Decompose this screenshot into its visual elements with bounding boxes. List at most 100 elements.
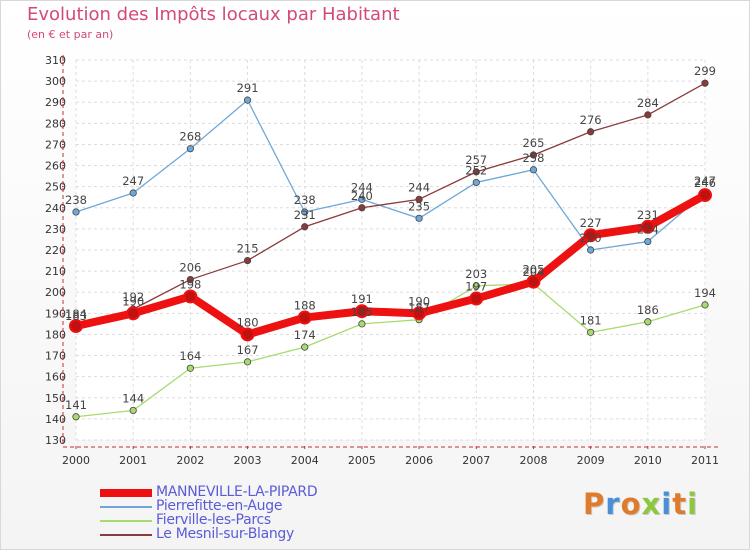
chart-title: Evolution des Impôts locaux par Habitant <box>27 4 400 25</box>
y-tick-label: 250 <box>45 181 66 194</box>
x-tick-label: 2005 <box>348 454 376 467</box>
data-point <box>301 223 309 231</box>
data-label: 247 <box>694 174 716 188</box>
data-label: 198 <box>179 277 201 291</box>
data-label: 194 <box>694 286 716 300</box>
data-label: 190 <box>122 294 144 308</box>
y-tick-label: 130 <box>45 434 66 447</box>
y-tick-label: 240 <box>45 202 66 215</box>
data-point <box>415 195 423 203</box>
data-label: 227 <box>580 216 602 230</box>
data-point <box>587 246 595 254</box>
data-point <box>240 327 255 342</box>
x-tick-label: 2008 <box>519 454 547 467</box>
data-label: 141 <box>65 398 87 412</box>
data-point <box>358 320 366 328</box>
data-label: 184 <box>65 307 87 321</box>
y-tick-label: 310 <box>45 54 66 67</box>
data-label: 164 <box>179 349 201 363</box>
data-label: 220 <box>580 231 602 245</box>
chart-subtitle: (en € et par an) <box>27 28 114 41</box>
data-label: 276 <box>580 113 602 127</box>
y-tick-label: 170 <box>45 350 66 363</box>
data-point <box>186 275 194 284</box>
legend-label: Pierrefitte-en-Auge <box>156 498 283 514</box>
data-label: 257 <box>465 153 487 167</box>
data-point <box>529 151 538 159</box>
legend-label: MANNEVILLE-LA-PIPARD <box>156 484 318 500</box>
x-tick-label: 2002 <box>176 454 204 467</box>
data-label: 238 <box>294 193 316 207</box>
data-label: 247 <box>122 174 144 188</box>
x-tick-label: 2004 <box>291 454 319 467</box>
data-label: 191 <box>351 292 373 306</box>
data-point <box>415 214 423 222</box>
y-tick-label: 200 <box>45 286 66 299</box>
data-label: 231 <box>294 208 316 222</box>
logo-letter: r <box>605 487 621 521</box>
series-line-fierville-les-parcs <box>75 283 706 418</box>
y-tick-label: 180 <box>45 328 66 341</box>
data-label: 205 <box>522 263 544 277</box>
x-tick-label: 2009 <box>577 454 605 467</box>
logo-letter: x <box>641 487 662 521</box>
legend-swatch <box>100 489 152 497</box>
data-label: 180 <box>237 315 259 329</box>
data-point <box>72 413 80 421</box>
data-point <box>644 111 652 119</box>
data-point <box>640 219 655 234</box>
data-label: 238 <box>65 193 87 207</box>
data-point <box>701 79 709 87</box>
data-label: 252 <box>465 163 487 177</box>
data-label: 235 <box>408 199 430 213</box>
data-point <box>358 195 366 203</box>
y-tick-label: 210 <box>45 265 66 278</box>
data-label: 299 <box>694 64 716 78</box>
data-point <box>529 166 538 174</box>
data-point <box>72 208 80 216</box>
data-label: 185 <box>351 305 373 319</box>
logo-letter: o <box>620 487 642 521</box>
data-label: 246 <box>694 176 716 190</box>
logo-letter: i <box>687 487 699 521</box>
legend-label: Le Mesnil-sur-Blangy <box>156 526 295 542</box>
data-point <box>301 208 309 216</box>
data-label: 244 <box>408 180 430 194</box>
y-tick-label: 140 <box>45 413 66 426</box>
data-point <box>644 318 652 326</box>
data-label: 197 <box>465 280 487 294</box>
data-point <box>583 228 598 243</box>
x-tick-label: 2003 <box>234 454 262 467</box>
data-point <box>354 304 369 319</box>
y-tick-label: 260 <box>45 160 66 173</box>
data-label: 188 <box>294 299 316 313</box>
data-point <box>126 306 141 321</box>
data-point <box>129 406 137 415</box>
data-label: 192 <box>122 290 144 304</box>
data-label: 215 <box>237 242 259 256</box>
data-point <box>358 204 366 212</box>
data-label: 186 <box>637 303 659 317</box>
data-point <box>186 364 194 372</box>
y-tick-label: 190 <box>45 307 66 320</box>
y-tick-label: 150 <box>45 392 66 405</box>
series-line-le-mesnil-sur-blangy <box>75 82 706 329</box>
legend-swatch <box>100 506 152 508</box>
data-label: 167 <box>237 343 259 357</box>
data-point <box>587 328 595 336</box>
y-tick-label: 230 <box>45 223 66 236</box>
data-point <box>472 282 480 290</box>
legend-label: Fierville-les-Parcs <box>156 512 271 528</box>
data-point <box>186 145 194 153</box>
y-tick-label: 300 <box>45 75 66 88</box>
data-label: 284 <box>637 96 659 110</box>
data-label: 187 <box>408 301 430 315</box>
data-point <box>472 168 480 176</box>
x-tick-label: 2007 <box>462 454 490 467</box>
data-point <box>297 310 312 325</box>
x-tick-label: 2000 <box>62 454 90 467</box>
data-point <box>129 189 137 197</box>
logo-letter: i <box>661 487 673 521</box>
logo-letter: P <box>583 487 606 521</box>
